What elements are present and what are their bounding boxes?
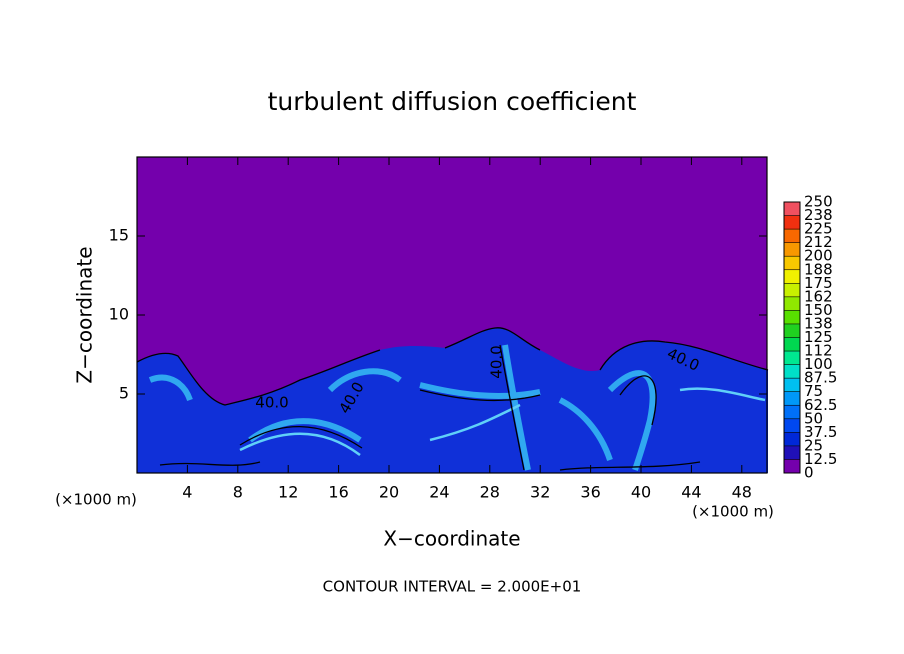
x-tick-label: 28 [480, 483, 500, 502]
colorbar-band [784, 337, 800, 352]
x-tick-label: 48 [732, 483, 752, 502]
colorbar-band [784, 242, 800, 257]
annotation: CONTOUR INTERVAL = 2.000E+01 [323, 578, 582, 596]
colorbar-label: 62.5 [804, 396, 837, 414]
colorbar-band [784, 364, 800, 379]
colorbar-label: 250 [804, 193, 833, 211]
colorbar-label: 138 [804, 314, 833, 332]
colorbar-label: 75 [804, 382, 823, 400]
colorbar-label: 125 [804, 328, 833, 346]
contour-label: 40.0 [255, 394, 288, 412]
x-tick-label: 36 [580, 483, 600, 502]
chart-title: turbulent diffusion coefficient [268, 87, 637, 116]
y-tick-label: 5 [119, 384, 129, 403]
colorbar-label: 212 [804, 233, 833, 251]
colorbar-band [784, 445, 800, 460]
x-tick-label: 20 [379, 483, 399, 502]
x-tick-label: 40 [631, 483, 651, 502]
colorbar-band [784, 391, 800, 406]
colorbar-label: 12.5 [804, 450, 837, 468]
colorbar-band [784, 459, 800, 473]
x-tick-label: 12 [278, 483, 298, 502]
turbulent-field [136, 327, 769, 473]
colorbar-band [784, 229, 800, 243]
x-tick-label: 24 [429, 483, 449, 502]
x-tick-label: 44 [681, 483, 701, 502]
colorbar-band [784, 351, 800, 365]
colorbar-band [784, 432, 800, 446]
colorbar-label: 188 [804, 260, 833, 278]
colorbar-label: 87.5 [804, 369, 837, 387]
colorbar-label: 112 [804, 342, 833, 360]
y-axis-label: Z−coordinate [73, 246, 97, 383]
colorbar-band [784, 310, 800, 324]
x-tick-label: 16 [328, 483, 348, 502]
colorbar-band [784, 269, 800, 284]
y-tick-label: 10 [109, 305, 129, 324]
colorbar-label: 37.5 [804, 423, 837, 441]
colorbar-band [784, 405, 800, 419]
colorbar-label: 25 [804, 436, 823, 454]
contour-label: 40.0 [488, 345, 506, 378]
colorbar-label: 200 [804, 247, 833, 265]
colorbar-label: 225 [804, 220, 833, 238]
y-tick-label: 15 [109, 226, 129, 245]
colorbar-label: 0 [804, 464, 814, 482]
colorbar-label: 100 [804, 355, 833, 373]
x-axis-label: X−coordinate [383, 527, 520, 551]
colorbar-band [784, 283, 800, 297]
colorbar-band [784, 256, 800, 270]
x-tick-label: 32 [530, 483, 550, 502]
colorbar-label: 175 [804, 274, 833, 292]
colorbar-band [784, 323, 800, 338]
colorbar-band [784, 378, 800, 392]
colorbar-label: 150 [804, 301, 833, 319]
x-tick-label: 8 [233, 483, 243, 502]
x-tick-label: 4 [182, 483, 192, 502]
colorbar-band [784, 215, 800, 230]
colorbar-label: 238 [804, 206, 833, 224]
colorbar-label: 50 [804, 409, 823, 427]
colorbar-band [784, 418, 800, 433]
x-unit-label: (×1000 m) [692, 503, 774, 521]
colorbar-band [784, 202, 800, 216]
colorbar-band [784, 296, 800, 311]
colorbar-label: 162 [804, 287, 833, 305]
y-unit-label: (×1000 m) [55, 491, 137, 509]
